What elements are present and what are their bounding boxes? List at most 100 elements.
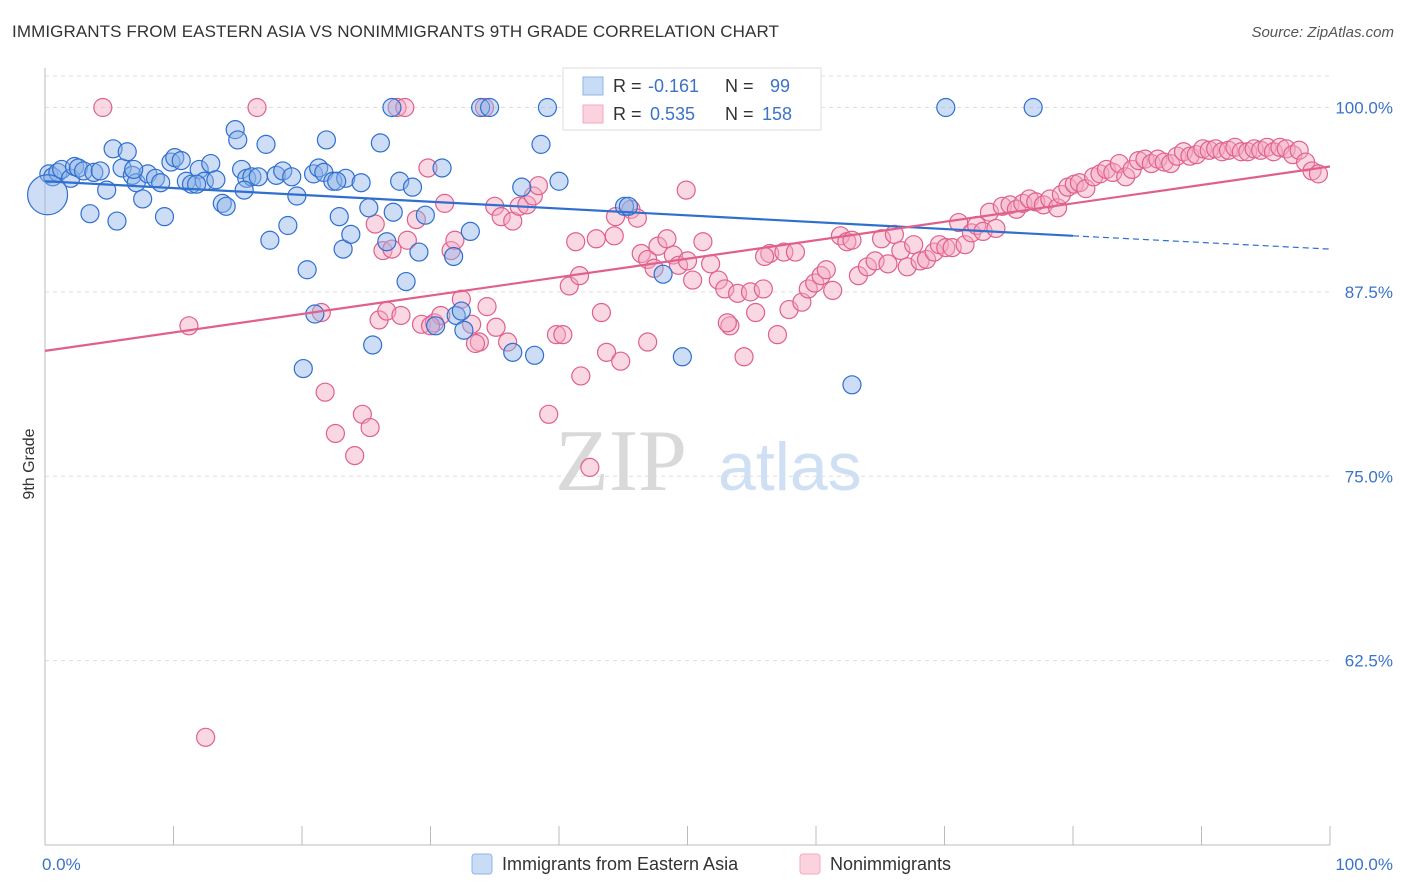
nonimmigrants-point-165 <box>465 333 486 354</box>
immigrants-point-41 <box>260 230 280 250</box>
nonimmigrants-point-164 <box>420 316 441 336</box>
immigrants-point-67 <box>415 205 435 225</box>
immigrants-point-33 <box>216 196 236 216</box>
immigrants-point-73 <box>454 320 474 340</box>
nonimmigrants-point-10 <box>345 446 365 466</box>
nonimmigrants-point-45 <box>571 366 591 386</box>
nonimmigrants-point-81 <box>811 266 831 286</box>
nonimmigrants-point-159 <box>486 317 506 337</box>
legend-label-nonimmigrants: Nonimmigrants <box>830 854 951 874</box>
nonimmigrants-point-71 <box>746 302 766 323</box>
immigrants-point-69 <box>432 158 452 178</box>
immigrants-point-47 <box>297 260 317 280</box>
immigrants-point-97 <box>124 159 144 180</box>
immigrants-point-96 <box>234 180 254 200</box>
immigrants-point-36 <box>232 159 252 180</box>
trend-lines <box>44 165 1331 352</box>
y-tick-label-3: 100.0% <box>1335 99 1393 118</box>
nonimmigrants-point-49 <box>596 342 617 362</box>
nonimmigrants-points <box>93 97 1329 747</box>
nonimmigrants-point-9 <box>325 423 346 444</box>
stats-n-value-blue: 99 <box>770 76 790 96</box>
axes <box>44 68 1331 846</box>
nonimmigrants-point-91 <box>878 254 898 274</box>
immigrants-points <box>26 97 1043 395</box>
nonimmigrants-point-40 <box>539 404 559 424</box>
immigrants-point-91 <box>1023 97 1043 118</box>
nonimmigrants-point-1 <box>247 97 267 118</box>
stats-r-value-blue: -0.161 <box>648 76 699 96</box>
nonimmigrants-trend-line <box>44 165 1331 352</box>
nonimmigrants-point-135 <box>1161 153 1181 174</box>
immigrants-point-59 <box>363 335 383 355</box>
nonimmigrants-point-67 <box>720 316 740 336</box>
watermark-zip: ZIP <box>555 413 687 510</box>
nonimmigrants-point-34 <box>498 332 518 352</box>
stats-legend: R = -0.161 N = 99 R = 0.535 N = 158 <box>562 67 822 131</box>
nonimmigrants-point-6 <box>196 727 216 747</box>
immigrants-point-13 <box>107 211 127 231</box>
immigrants-point-80 <box>531 134 551 154</box>
immigrants-point-39 <box>248 167 268 187</box>
legend-swatch-immigrants <box>471 853 493 875</box>
source-label: Source: ZipAtlas.com <box>1251 24 1394 41</box>
immigrants-point-61 <box>377 232 397 252</box>
immigrants-point-15 <box>117 142 137 162</box>
immigrants-point-85 <box>618 196 638 216</box>
nonimmigrants-point-122 <box>1076 179 1096 199</box>
stats-r-value-pink: 0.535 <box>650 104 695 124</box>
watermark-atlas: atlas <box>718 429 862 505</box>
immigrants-point-76 <box>480 97 500 118</box>
immigrants-point-57 <box>351 173 371 193</box>
immigrants-point-68 <box>426 316 446 336</box>
immigrants-point-58 <box>359 198 379 218</box>
immigrants-point-21 <box>151 173 171 193</box>
immigrants-point-55 <box>333 239 353 259</box>
chart-title: IMMIGRANTS FROM EASTERN ASIA VS NONIMMIG… <box>12 22 780 41</box>
nonimmigrants-point-44 <box>566 232 586 252</box>
nonimmigrants-point-48 <box>591 302 612 323</box>
nonimmigrants-point-143 <box>1212 142 1232 162</box>
nonimmigrants-point-162 <box>717 313 737 333</box>
immigrants-point-77 <box>503 342 523 362</box>
nonimmigrants-point-167 <box>677 251 698 271</box>
nonimmigrants-point-100 <box>936 238 956 258</box>
nonimmigrants-point-41 <box>546 325 567 345</box>
nonimmigrants-point-18 <box>391 305 411 326</box>
immigrants-point-98 <box>327 171 347 191</box>
nonimmigrants-point-8 <box>315 382 335 402</box>
nonimmigrants-point-13 <box>365 214 385 234</box>
nonimmigrants-point-96 <box>910 251 930 271</box>
nonimmigrants-point-63 <box>693 232 713 252</box>
stats-n-label-pink: N = <box>725 104 754 124</box>
immigrants-point-40 <box>256 134 276 154</box>
nonimmigrants-point-118 <box>1051 184 1072 205</box>
nonimmigrants-point-20 <box>406 210 426 230</box>
immigrants-point-65 <box>402 177 423 197</box>
stats-swatch-blue <box>582 76 604 96</box>
nonimmigrants-point-80 <box>805 273 825 293</box>
nonimmigrants-point-103 <box>955 235 975 255</box>
y-tick-label-2: 87.5% <box>1345 283 1393 302</box>
immigrants-trend-line <box>44 180 1074 237</box>
immigrants-point-45 <box>282 167 302 187</box>
nonimmigrants-point-39 <box>528 176 549 196</box>
x-tick-labels: 0.0% 100.0% <box>42 855 1393 874</box>
x-tick-label-0: 0.0% <box>42 855 81 874</box>
immigrants-point-12 <box>103 139 123 159</box>
nonimmigrants-point-155 <box>1289 140 1309 160</box>
nonimmigrants-point-109 <box>992 196 1012 216</box>
x-tick-label-1: 100.0% <box>1335 855 1393 874</box>
nonimmigrants-point-74 <box>767 325 788 345</box>
stats-swatch-pink <box>582 104 604 124</box>
immigrants-point-82 <box>549 171 569 191</box>
immigrants-point-74 <box>460 221 480 241</box>
nonimmigrants-point-0 <box>93 97 113 118</box>
nonimmigrants-point-82 <box>816 260 836 280</box>
immigrants-point-56 <box>341 224 361 244</box>
nonimmigrants-point-50 <box>604 226 624 246</box>
immigrants-point-18 <box>133 189 153 209</box>
immigrants-point-31 <box>206 170 226 190</box>
immigrants-point-large <box>26 174 69 216</box>
watermark: ZIP atlas <box>555 413 862 510</box>
